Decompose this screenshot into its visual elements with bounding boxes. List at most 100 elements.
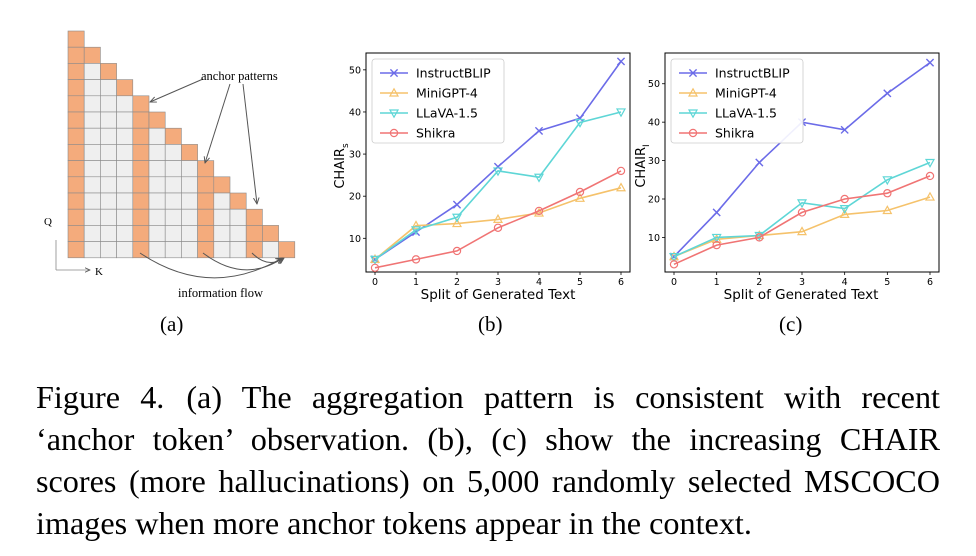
attention-cell-highlight — [67, 192, 85, 210]
attention-cell — [148, 208, 166, 226]
legend-label: InstructBLIP — [715, 66, 790, 81]
caption-label: Figure 4. — [36, 379, 165, 415]
attention-cell-highlight — [197, 160, 215, 178]
attention-cell-highlight — [132, 127, 150, 145]
panel-a-sublabel: (a) — [160, 312, 183, 336]
data-point-marker — [669, 260, 679, 269]
attention-cell-highlight — [197, 208, 215, 226]
y-axis-label: CHAIRI — [634, 144, 652, 187]
anchor-arrow-2 — [205, 83, 231, 163]
attention-cell — [181, 160, 198, 178]
attention-cell-highlight — [245, 225, 263, 242]
data-point-marker — [493, 162, 503, 171]
attention-cell — [83, 225, 101, 242]
chart-chair-i: 10 20 30 40 50 0 1 2 3 4 5 6 InstructBLIP MiniGPT-4… — [634, 52, 940, 336]
attention-cell — [181, 192, 198, 210]
attention-cell — [148, 144, 166, 161]
data-point-marker — [616, 57, 626, 66]
data-point-marker — [575, 187, 585, 197]
attention-cell — [164, 208, 182, 226]
y-tick-label: 30 — [349, 150, 361, 161]
y-tick-label: 20 — [349, 192, 361, 203]
q-axis-label: Q — [44, 216, 52, 228]
data-point-marker — [840, 194, 849, 204]
legend-label: MiniGPT-4 — [416, 86, 478, 101]
attention-cell — [229, 208, 247, 226]
panel-b-sublabel: (b) — [478, 312, 503, 336]
attention-cell-highlight — [164, 127, 182, 145]
data-point-marker — [882, 176, 893, 186]
y-tick-label: 10 — [648, 233, 660, 244]
data-point-marker — [668, 253, 680, 263]
x-tick-label: 1 — [714, 277, 720, 288]
data-point-marker — [575, 114, 585, 123]
attention-cell-highlight — [197, 176, 215, 194]
x-tick-label: 3 — [495, 277, 501, 288]
data-point-marker — [839, 208, 850, 218]
data-point-marker — [840, 125, 849, 134]
x-axis-label: Split of Generated Text — [724, 287, 879, 303]
data-point-marker — [924, 191, 936, 201]
attention-cell — [181, 241, 198, 259]
attention-cell — [83, 241, 101, 259]
attention-cell — [83, 208, 101, 226]
y-axis-label: CHAIRs — [333, 143, 351, 189]
x-tick-label: 2 — [756, 277, 762, 288]
x-tick-label: 6 — [618, 277, 624, 288]
attention-cell — [83, 95, 101, 113]
attention-cell-highlight — [67, 176, 85, 194]
attention-cell-highlight — [67, 95, 85, 113]
y-tick-label: 50 — [349, 65, 361, 76]
data-point-marker — [839, 205, 850, 215]
data-point-marker — [688, 128, 698, 138]
data-point-marker — [615, 182, 627, 192]
legend-box — [670, 58, 804, 144]
data-point-marker — [534, 126, 544, 136]
attention-cell — [100, 208, 117, 226]
data-point-marker — [797, 208, 807, 217]
attention-cell-highlight — [132, 144, 150, 161]
data-point-marker — [388, 87, 400, 97]
attention-cell — [164, 225, 182, 242]
attention-cell-highlight — [67, 225, 85, 242]
attention-cell — [100, 176, 117, 194]
attention-cell-highlight — [132, 160, 150, 178]
data-point-marker — [882, 205, 893, 215]
data-point-marker — [369, 255, 381, 265]
series-line-minigpt-4 — [374, 187, 622, 261]
figure-caption: Figure 4. (a) The aggregation pattern is … — [36, 376, 940, 544]
data-point-marker — [533, 173, 545, 183]
series-lines — [369, 57, 627, 272]
attention-cell — [181, 176, 198, 194]
attention-cell — [116, 192, 134, 210]
attention-cell-highlight — [67, 79, 85, 97]
attention-cell — [116, 127, 134, 145]
x-tick-label: 5 — [884, 277, 890, 288]
legend-label: Shikra — [715, 126, 754, 141]
y-tick-label: 50 — [648, 79, 660, 90]
flow-arc-3 — [251, 252, 284, 262]
attention-cell-highlight — [67, 144, 85, 161]
attention-cell — [213, 192, 231, 210]
x-tick-label: 6 — [927, 277, 933, 288]
series-line-shikra — [374, 170, 622, 269]
attention-cell — [100, 95, 117, 113]
attention-cell — [148, 225, 166, 242]
attention-cell — [229, 225, 247, 242]
attention-cell — [164, 176, 182, 194]
attention-cell — [100, 111, 117, 129]
chart-chair-s: 10 20 30 40 50 0 1 2 3 4 5 6 InstructBLIP MiniGPT-4… — [333, 52, 631, 336]
y-axis-label-main: CHAIR — [634, 147, 649, 188]
x-ticks: 0 1 2 3 4 5 6 — [671, 272, 933, 288]
data-point-marker — [574, 192, 586, 202]
attention-cell-highlight — [213, 176, 231, 194]
attention-cell-highlight — [197, 225, 215, 242]
x-axis-label: Split of Generated Text — [421, 287, 576, 303]
anchor-arrow-3 — [242, 83, 257, 204]
series-line-llava-1-5 — [374, 111, 622, 261]
data-point-marker — [389, 128, 399, 138]
attention-cell-highlight — [132, 176, 150, 194]
data-point-marker — [687, 109, 699, 119]
attention-cell-highlight — [116, 79, 134, 97]
attention-cell — [164, 241, 182, 259]
